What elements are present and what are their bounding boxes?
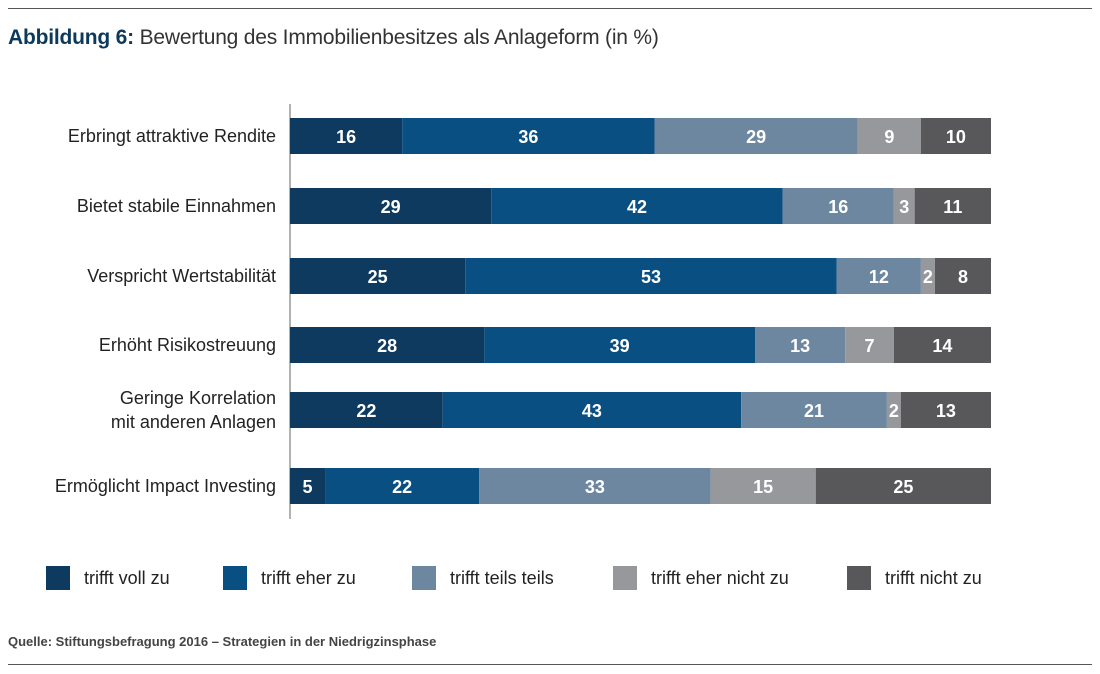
bar-segment-trifft-eher-nicht-zu [710, 468, 816, 504]
top-rule [8, 8, 1092, 9]
data-label: 8 [958, 267, 968, 287]
data-label: 42 [627, 197, 647, 217]
source-note: Quelle: Stiftungsbefragung 2016 – Strate… [8, 634, 437, 649]
bar-segment-trifft-voll-zu [290, 327, 485, 363]
data-label: 22 [356, 401, 376, 421]
legend-item-trifft-teils-teils: trifft teils teils [412, 566, 554, 590]
data-label: 25 [893, 477, 913, 497]
legend-label: trifft nicht zu [885, 567, 982, 588]
data-label: 3 [899, 197, 909, 217]
figure-title: Abbildung 6: Bewertung des Immobilienbes… [8, 26, 659, 50]
data-label: 28 [377, 336, 397, 356]
chart-legend: trifft voll zu trifft eher zu trifft teils… [0, 566, 1100, 594]
data-label: 39 [610, 336, 630, 356]
data-label: 33 [585, 477, 605, 497]
category-label: Bietet stabile Einnahmen [77, 196, 276, 216]
legend-swatch [412, 566, 436, 590]
bar-segment-trifft-nicht-zu [934, 258, 991, 294]
bar-segment-trifft-teils-teils [755, 327, 846, 363]
bar-segment-trifft-nicht-zu [815, 468, 991, 504]
legend-item-trifft-eher-nicht-zu: trifft eher nicht zu [613, 566, 789, 590]
data-label: 43 [582, 401, 602, 421]
data-label: 53 [641, 267, 661, 287]
legend-label: trifft eher zu [261, 567, 356, 588]
data-label: 9 [884, 127, 894, 147]
legend-item-trifft-nicht-zu: trifft nicht zu [847, 566, 982, 590]
data-label: 13 [936, 401, 956, 421]
data-label: 29 [746, 127, 766, 147]
stacked-bar-chart: Erbringt attraktive Rendite 16 36 29 9 10 Biet… [55, 104, 991, 519]
bar-segment-trifft-voll-zu [290, 118, 403, 154]
data-label: 5 [303, 477, 313, 497]
bar-segment-trifft-eher-zu [491, 188, 783, 224]
data-label: 21 [804, 401, 824, 421]
bar-segment-trifft-eher-zu [325, 468, 480, 504]
category-label: Erbringt attraktive Rendite [68, 126, 276, 146]
category-label: Erhöht Risikostreuung [99, 335, 276, 355]
bar-segment-trifft-eher-nicht-zu [893, 188, 915, 224]
data-label: 16 [828, 197, 848, 217]
bar-segment-trifft-teils-teils [836, 258, 921, 294]
bar-segment-trifft-voll-zu [290, 392, 443, 428]
bar-segment-trifft-eher-nicht-zu [886, 392, 901, 428]
data-label: 29 [381, 197, 401, 217]
bar-segment-trifft-nicht-zu [920, 118, 991, 154]
bar-segment-trifft-voll-zu [290, 468, 326, 504]
legend-label: trifft voll zu [84, 567, 170, 588]
data-label: 15 [753, 477, 773, 497]
bar-segment-trifft-nicht-zu [900, 392, 991, 428]
bar-segment-trifft-teils-teils [654, 118, 858, 154]
data-label: 25 [368, 267, 388, 287]
bar-segment-trifft-eher-zu [465, 258, 837, 294]
figure-title-text: Bewertung des Immobilienbesitzes als Anl… [139, 26, 659, 49]
bar-segment-trifft-eher-nicht-zu [857, 118, 921, 154]
data-label: 36 [518, 127, 538, 147]
bar-segment-trifft-eher-zu [442, 392, 742, 428]
data-label: 2 [889, 401, 899, 421]
figure-title-prefix: Abbildung 6: [8, 26, 134, 49]
category-label: Ermöglicht Impact Investing [55, 476, 276, 496]
data-label: 11 [943, 197, 962, 217]
data-label: 22 [392, 477, 412, 497]
bar-segment-trifft-eher-zu [402, 118, 655, 154]
category-label: Verspricht Wertstabilität [87, 266, 276, 286]
data-label: 13 [790, 336, 810, 356]
bar-segment-trifft-teils-teils [741, 392, 887, 428]
data-label: 16 [336, 127, 356, 147]
bar-segment-trifft-voll-zu [290, 258, 466, 294]
data-label: 7 [865, 336, 875, 356]
legend-swatch [223, 566, 247, 590]
bar-segment-trifft-nicht-zu [893, 327, 991, 363]
legend-item-trifft-eher-zu: trifft eher zu [223, 566, 356, 590]
bar-segment-trifft-voll-zu [290, 188, 492, 224]
legend-swatch [46, 566, 70, 590]
category-label: Geringe Korrelation mit anderen Anlagen [111, 388, 276, 432]
data-label: 10 [946, 127, 966, 147]
bar-segment-trifft-teils-teils [782, 188, 894, 224]
data-label: 2 [923, 267, 933, 287]
legend-swatch [613, 566, 637, 590]
data-label: 12 [869, 267, 889, 287]
bottom-rule [8, 664, 1092, 665]
data-label: 14 [932, 336, 952, 356]
bar-segment-trifft-teils-teils [479, 468, 711, 504]
legend-label: trifft teils teils [450, 567, 554, 588]
bar-segment-trifft-eher-nicht-zu [920, 258, 935, 294]
legend-item-trifft-voll-zu: trifft voll zu [46, 566, 170, 590]
legend-swatch [847, 566, 871, 590]
bar-segment-trifft-nicht-zu [914, 188, 991, 224]
bar-segment-trifft-eher-nicht-zu [845, 327, 894, 363]
bar-segment-trifft-eher-zu [484, 327, 756, 363]
legend-label: trifft eher nicht zu [651, 567, 789, 588]
